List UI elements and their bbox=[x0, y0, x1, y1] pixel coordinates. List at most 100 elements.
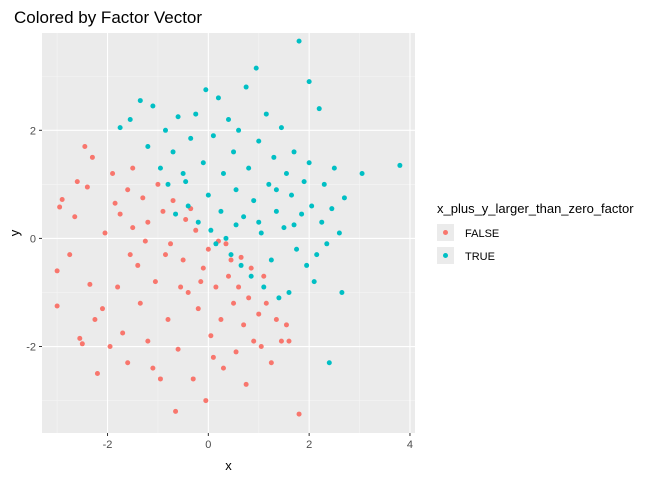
data-point-true bbox=[233, 187, 239, 193]
data-point-false bbox=[82, 144, 88, 150]
x-tick-label: 4 bbox=[407, 439, 413, 451]
data-point-false bbox=[238, 254, 244, 260]
data-point-false bbox=[54, 303, 60, 309]
data-point-true bbox=[311, 279, 317, 285]
data-point-true bbox=[309, 203, 315, 209]
data-point-false bbox=[152, 279, 158, 285]
data-point-false bbox=[208, 333, 214, 339]
data-point-true bbox=[170, 149, 176, 155]
data-point-false bbox=[59, 196, 65, 202]
data-point-false bbox=[99, 306, 105, 312]
data-point-false bbox=[236, 284, 242, 290]
data-point-false bbox=[210, 354, 216, 360]
data-point-true bbox=[218, 208, 224, 214]
data-point-false bbox=[198, 279, 204, 285]
data-point-true bbox=[150, 103, 156, 109]
data-point-true bbox=[266, 181, 272, 187]
data-point-true bbox=[162, 127, 168, 133]
data-point-true bbox=[301, 179, 307, 185]
data-point-true bbox=[180, 171, 186, 177]
data-point-true bbox=[210, 133, 216, 139]
data-point-true bbox=[231, 149, 237, 155]
data-point-false bbox=[74, 179, 80, 185]
data-point-false bbox=[218, 316, 224, 322]
data-point-false bbox=[283, 322, 289, 328]
axis-ticks: -2 0 2 4 -2 0 2 bbox=[26, 125, 413, 451]
data-point-true bbox=[263, 111, 269, 117]
data-point-false bbox=[220, 365, 226, 371]
data-point-true bbox=[397, 162, 403, 168]
x-tick-label: 2 bbox=[306, 439, 312, 451]
data-point-false bbox=[168, 241, 174, 247]
data-point-true bbox=[329, 206, 335, 212]
data-point-false bbox=[142, 238, 148, 244]
data-point-false bbox=[157, 376, 163, 382]
data-point-true bbox=[200, 160, 206, 166]
data-point-true bbox=[228, 252, 234, 258]
data-point-true bbox=[339, 289, 345, 295]
data-point-true bbox=[157, 165, 163, 171]
data-point-true bbox=[195, 219, 201, 225]
data-point-false bbox=[261, 273, 267, 279]
y-tick-label: 0 bbox=[30, 233, 36, 245]
legend-label-true: TRUE bbox=[465, 251, 495, 263]
data-point-true bbox=[296, 38, 302, 44]
legend-key-false-dot bbox=[443, 230, 448, 235]
data-point-false bbox=[190, 376, 196, 382]
data-point-true bbox=[193, 111, 199, 117]
chart-title: Colored by Factor Vector bbox=[14, 8, 202, 27]
data-point-false bbox=[263, 300, 269, 306]
data-point-false bbox=[150, 365, 156, 371]
data-point-false bbox=[213, 284, 219, 290]
data-point-true bbox=[289, 192, 295, 198]
data-point-false bbox=[226, 273, 231, 279]
data-point-false bbox=[160, 208, 166, 214]
data-point-false bbox=[135, 262, 141, 268]
data-point-false bbox=[84, 184, 90, 190]
data-point-true bbox=[304, 262, 310, 268]
data-point-true bbox=[203, 87, 209, 93]
data-point-false bbox=[165, 316, 171, 322]
data-point-true bbox=[299, 211, 305, 217]
data-point-true bbox=[341, 195, 347, 201]
data-point-false bbox=[145, 338, 151, 344]
data-point-false bbox=[115, 284, 121, 290]
data-point-false bbox=[72, 214, 78, 220]
data-point-true bbox=[326, 360, 332, 366]
data-points bbox=[54, 38, 403, 417]
data-point-false bbox=[87, 281, 93, 287]
data-point-false bbox=[57, 204, 63, 210]
data-point-true bbox=[233, 222, 239, 228]
data-point-false bbox=[162, 252, 168, 258]
data-point-false bbox=[120, 330, 126, 336]
data-point-true bbox=[127, 116, 133, 122]
data-point-true bbox=[256, 138, 262, 144]
data-point-false bbox=[193, 227, 199, 233]
y-axis-label: y bbox=[7, 229, 22, 236]
data-point-false bbox=[112, 200, 118, 206]
data-point-false bbox=[178, 284, 184, 290]
data-point-false bbox=[94, 371, 100, 377]
data-point-false bbox=[127, 252, 133, 258]
data-point-true bbox=[188, 135, 194, 141]
data-point-true bbox=[359, 171, 365, 177]
data-point-true bbox=[215, 95, 221, 101]
data-point-true bbox=[173, 211, 179, 217]
data-point-false bbox=[278, 338, 284, 344]
data-point-true bbox=[117, 125, 123, 131]
data-point-false bbox=[77, 335, 83, 341]
data-point-true bbox=[261, 284, 267, 290]
data-point-true bbox=[251, 198, 257, 204]
data-point-true bbox=[321, 181, 327, 187]
data-point-false bbox=[170, 198, 176, 204]
data-point-true bbox=[241, 214, 247, 220]
data-point-false bbox=[203, 398, 209, 404]
x-axis-label: x bbox=[225, 458, 232, 473]
data-point-true bbox=[256, 219, 262, 225]
data-point-true bbox=[246, 165, 252, 171]
data-point-false bbox=[205, 246, 211, 252]
data-point-false bbox=[125, 360, 131, 366]
gridlines bbox=[42, 33, 415, 433]
data-point-true bbox=[316, 106, 322, 112]
x-tick-label: 0 bbox=[205, 439, 211, 451]
